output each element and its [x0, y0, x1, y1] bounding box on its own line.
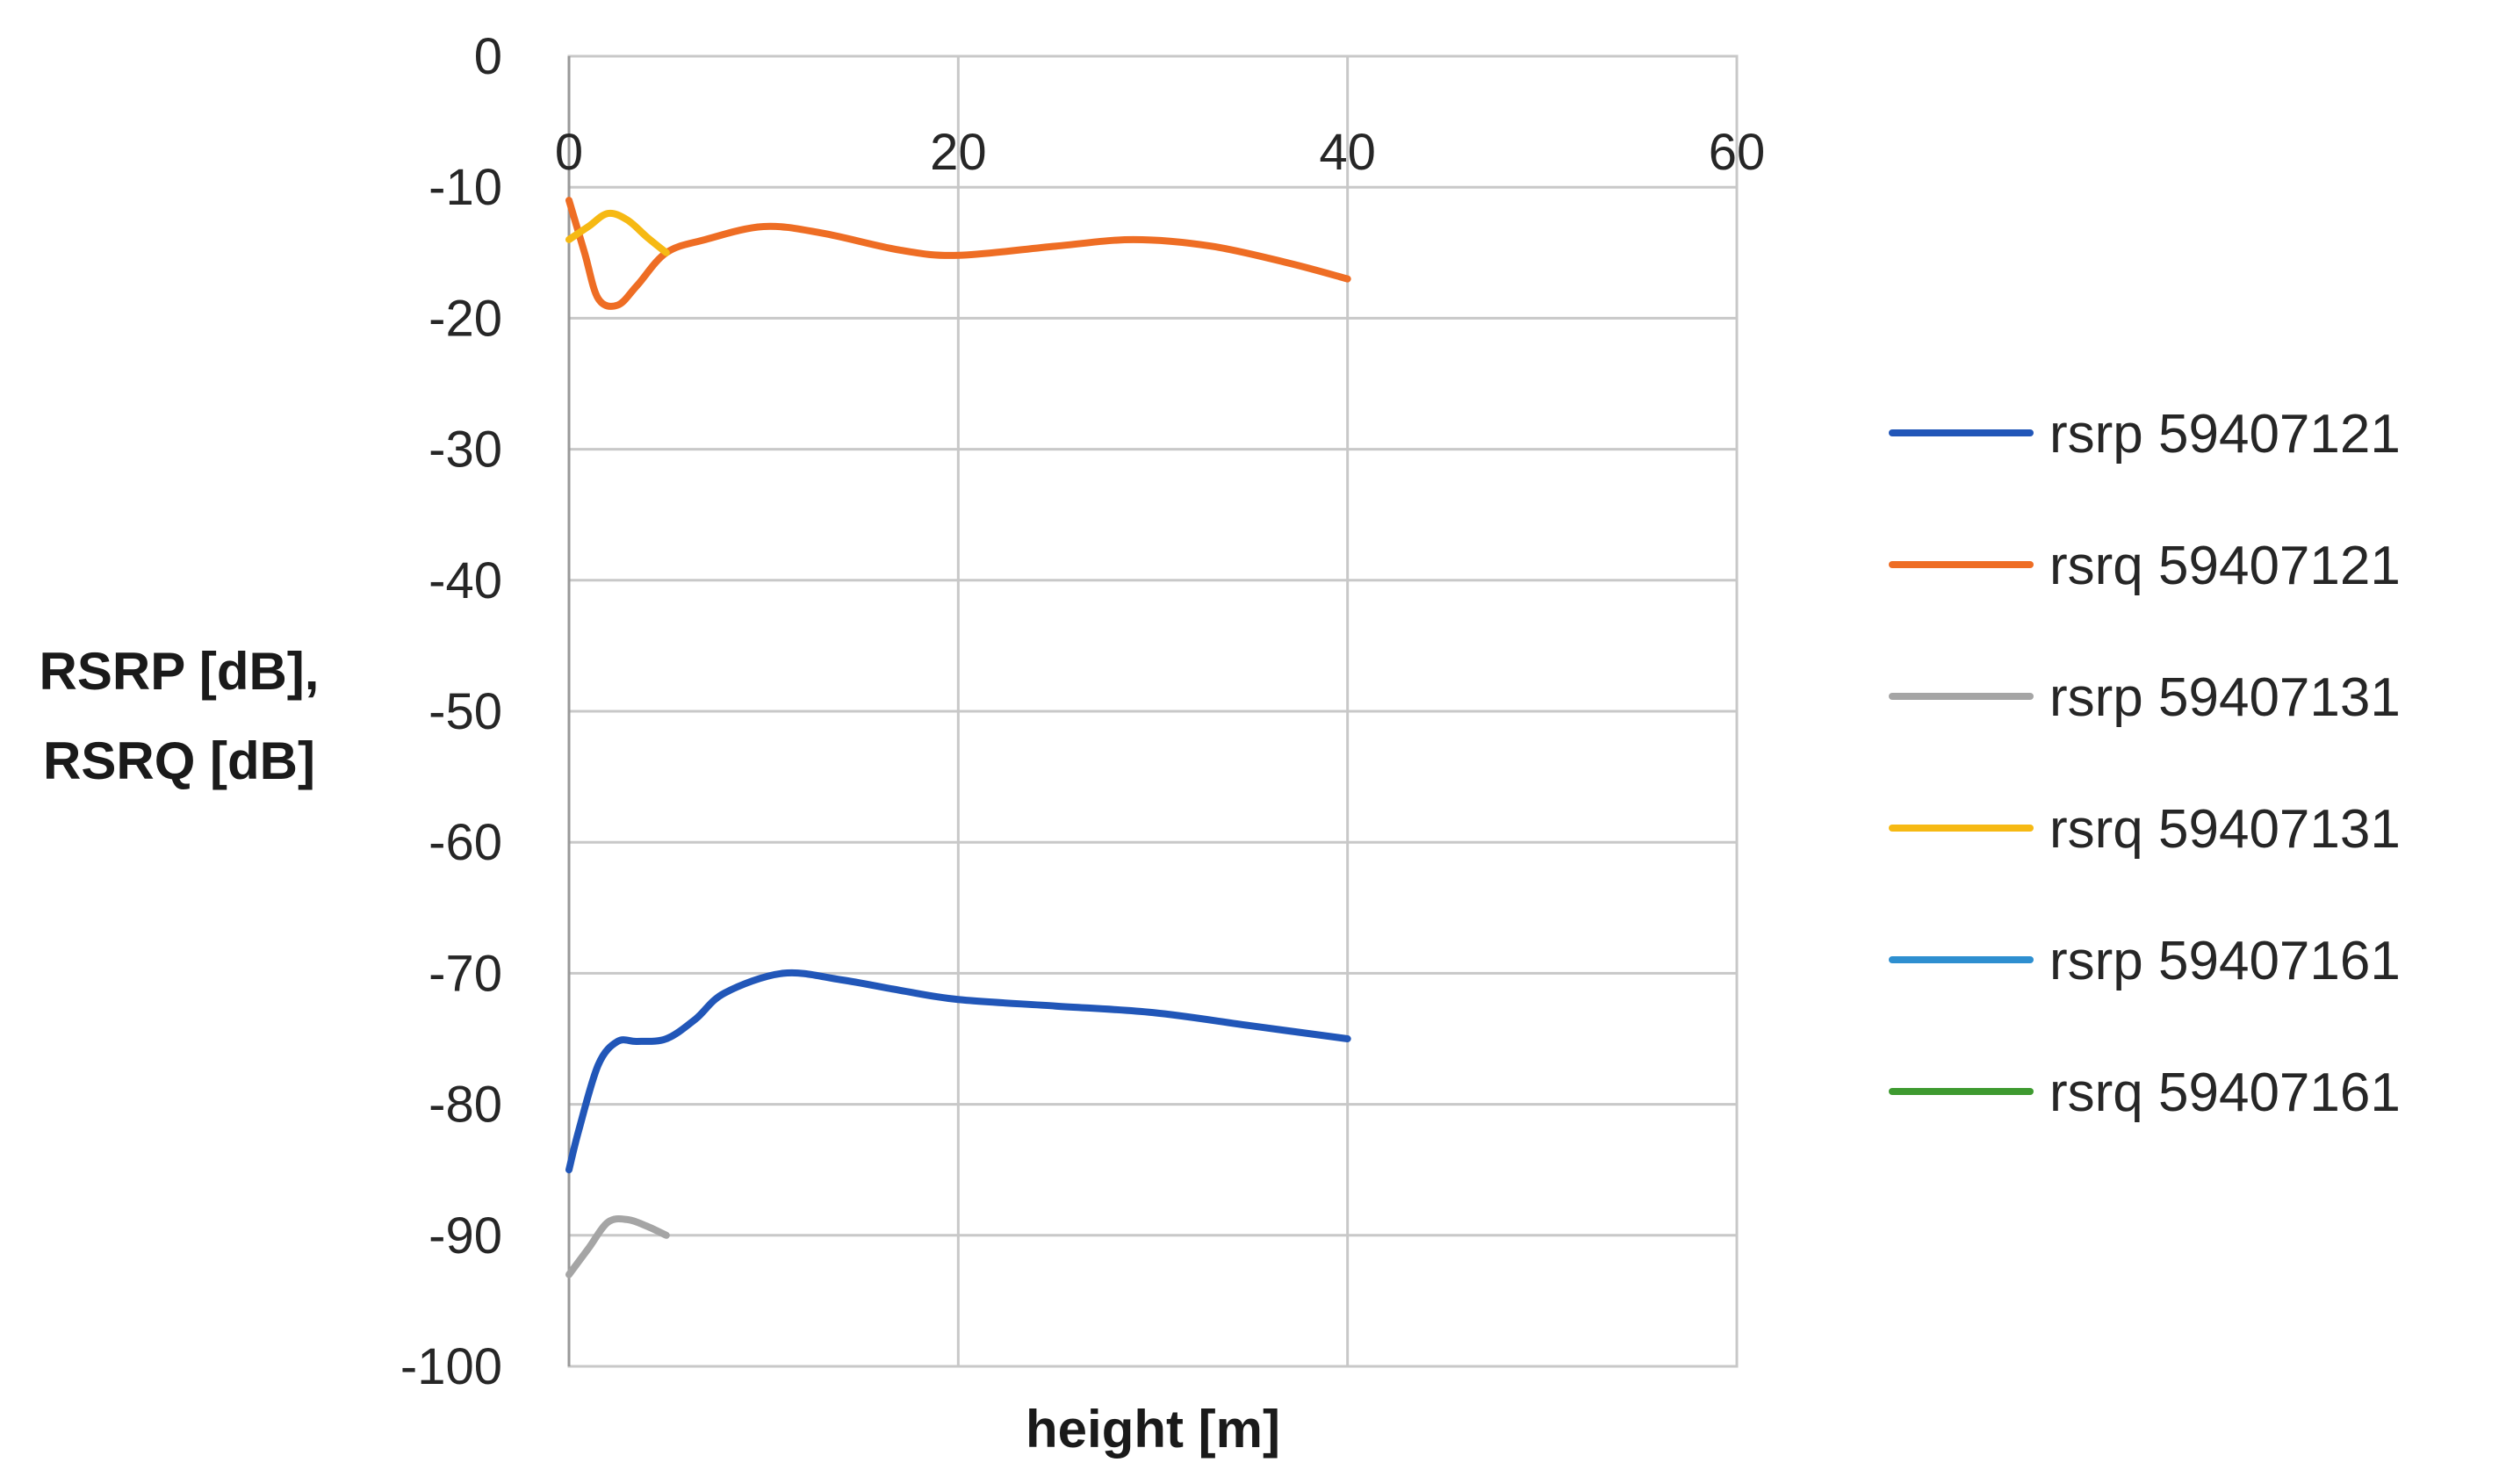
y-axis-title-line-1: RSRP [dB], — [40, 642, 320, 701]
legend-item: rsrp 59407121 — [1889, 404, 2401, 465]
y-tick-label: -50 — [428, 683, 502, 740]
legend-label: rsrp 59407161 — [2049, 931, 2401, 991]
y-tick-label: -20 — [428, 290, 502, 347]
x-tick-label: 20 — [930, 124, 987, 181]
x-tick-label: 40 — [1319, 124, 1376, 181]
legend-label: rsrp 59407121 — [2049, 404, 2401, 465]
legend-item: rsrq 59407121 — [1889, 536, 2401, 596]
y-tick-label: -90 — [428, 1207, 502, 1264]
x-tick-label: 0 — [555, 124, 583, 181]
y-tick-label: -100 — [400, 1338, 502, 1395]
series-line-rsrp-59407121 — [565, 969, 1351, 1174]
y-tick-label: -70 — [428, 945, 502, 1002]
series-line-rsrq-59407131 — [565, 209, 670, 256]
grid-layer — [567, 54, 1739, 1368]
y-tick-label: -30 — [428, 421, 502, 479]
y-tick-label: -80 — [428, 1077, 502, 1134]
legend-label: rsrp 59407131 — [2049, 667, 2401, 728]
legend-label: rsrq 59407121 — [2049, 536, 2401, 596]
legend: rsrp 59407121 rsrq 59407121 rsrp 59407131 r… — [1889, 404, 2401, 1123]
legend-item: rsrp 59407161 — [1889, 931, 2401, 991]
y-tick-label: -10 — [428, 159, 502, 216]
y-tick-label: -40 — [428, 552, 502, 609]
x-tick-label: 60 — [1709, 124, 1766, 181]
legend-label: rsrq 59407161 — [2049, 1063, 2401, 1123]
legend-item: rsrq 59407131 — [1889, 799, 2401, 860]
legend-label: rsrq 59407131 — [2049, 799, 2401, 860]
y-tick-label: 0 — [474, 28, 502, 85]
x-axis-title: height [m] — [1026, 1400, 1280, 1459]
x-tick-labels: 0 20 40 60 — [555, 124, 1765, 181]
series-line-rsrp-59407131 — [565, 1215, 670, 1279]
series-line-rsrq-59407121 — [565, 197, 1351, 310]
series-layer — [565, 197, 1351, 1279]
legend-item: rsrp 59407131 — [1889, 667, 2401, 728]
y-axis-title-line-2: RSRQ [dB] — [43, 731, 315, 790]
legend-item: rsrq 59407161 — [1889, 1063, 2401, 1123]
y-tick-label: -60 — [428, 814, 502, 871]
y-tick-labels: 0 -10 -20 -30 -40 -50 -60 -70 -80 -90 -100 — [400, 28, 502, 1395]
